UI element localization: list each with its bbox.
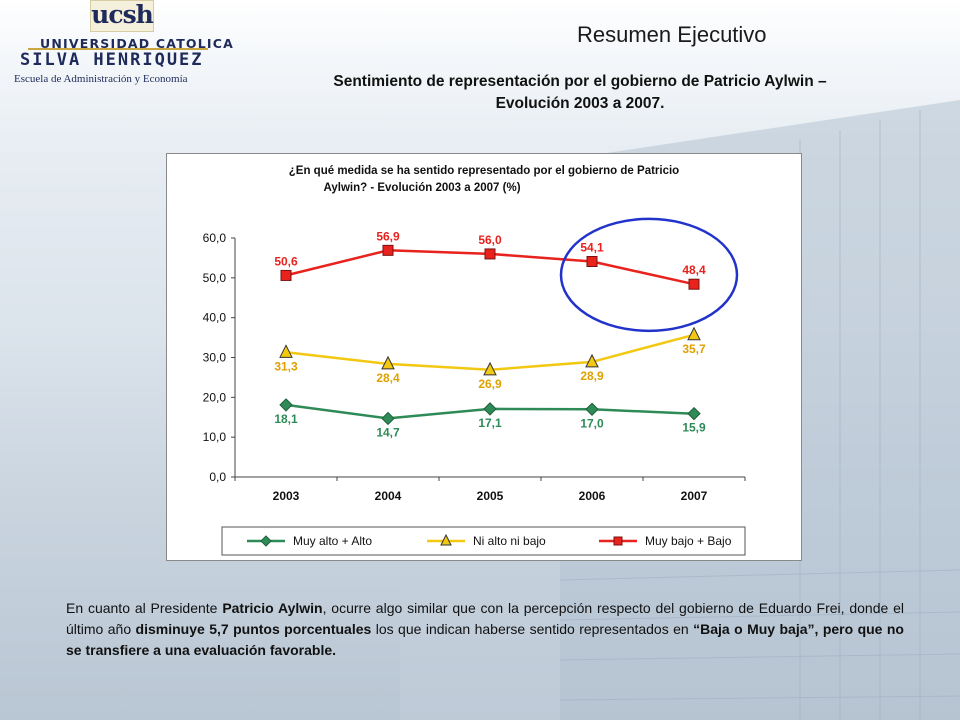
y-tick-label: 50,0 bbox=[203, 271, 227, 285]
x-tick-label: 2004 bbox=[375, 489, 402, 503]
legend-label: Muy alto + Alto bbox=[293, 534, 372, 548]
data-point-square bbox=[280, 269, 292, 281]
data-label: 28,4 bbox=[376, 371, 400, 385]
body-text-1: En cuanto al Presidente bbox=[66, 600, 223, 616]
chart-title-line-1: ¿En qué medida se ha sentido representad… bbox=[289, 165, 679, 177]
legend-marker-square bbox=[613, 536, 623, 546]
data-label: 18,1 bbox=[274, 412, 298, 426]
data-label: 28,9 bbox=[580, 369, 604, 383]
body-text-president: Patricio Aylwin bbox=[222, 600, 323, 616]
data-point-square bbox=[484, 248, 496, 260]
data-label: 54,1 bbox=[580, 241, 604, 255]
x-tick-label: 2006 bbox=[579, 489, 606, 503]
legend-label: Muy bajo + Bajo bbox=[645, 534, 732, 548]
logo-ucsh-badge: ucsh bbox=[90, 0, 154, 32]
y-tick-label: 60,0 bbox=[203, 231, 227, 245]
body-text-3: los que indican haberse sentido represen… bbox=[371, 621, 694, 637]
data-label: 17,1 bbox=[478, 416, 502, 430]
legend-marker-triangle bbox=[440, 533, 452, 546]
data-label: 14,7 bbox=[376, 425, 400, 439]
data-label: 48,4 bbox=[682, 263, 706, 277]
data-label: 56,9 bbox=[376, 229, 400, 243]
x-tick-label: 2005 bbox=[477, 489, 504, 503]
data-point-diamond bbox=[687, 406, 701, 421]
slide-subtitle: Sentimiento de representación por el gob… bbox=[300, 71, 860, 115]
line-chart: ¿En qué medida se ha sentido representad… bbox=[203, 165, 746, 556]
data-point-diamond bbox=[279, 398, 293, 412]
logo-name-text: SILVA HENRIQUEZ bbox=[20, 50, 204, 70]
data-label: 17,0 bbox=[580, 416, 604, 430]
highlight-ellipse bbox=[559, 217, 739, 333]
x-tick-label: 2007 bbox=[681, 489, 708, 503]
x-tick-label: 2003 bbox=[273, 489, 300, 503]
logo-university-text: UNIVERSIDAD CATOLICA bbox=[40, 36, 235, 51]
y-tick-label: 20,0 bbox=[203, 390, 227, 404]
data-point-triangle bbox=[585, 353, 599, 368]
body-text-conclusion: “Baja o Muy baja”, pero que no se transf… bbox=[66, 621, 904, 658]
logo-divider bbox=[28, 48, 208, 50]
data-point-diamond bbox=[483, 402, 497, 416]
data-point-triangle bbox=[381, 355, 395, 370]
data-label: 35,7 bbox=[682, 342, 706, 356]
data-point-square bbox=[382, 244, 394, 256]
body-paragraph: En cuanto al Presidente Patricio Aylwin,… bbox=[66, 598, 904, 661]
chart-frame: ¿En qué medida se ha sentido representad… bbox=[166, 153, 802, 561]
chart-title-line-2: Aylwin? - Evolución 2003 a 2007 (%) bbox=[323, 182, 520, 194]
data-label: 31,3 bbox=[274, 359, 298, 373]
y-tick-label: 40,0 bbox=[203, 311, 227, 325]
data-point-diamond bbox=[381, 411, 395, 426]
data-point-triangle bbox=[483, 361, 497, 376]
subtitle-line-2: Evolución 2003 a 2007. bbox=[495, 95, 665, 112]
data-point-square bbox=[688, 278, 700, 290]
y-tick-label: 0,0 bbox=[209, 470, 226, 484]
y-tick-label: 10,0 bbox=[203, 430, 227, 444]
body-text-2: , ocurre algo similar que con la percepc… bbox=[66, 600, 905, 637]
data-point-triangle bbox=[687, 326, 701, 341]
body-text-decrease: disminuye 5,7 puntos porcentuales bbox=[135, 621, 372, 637]
subtitle-line-1: Sentimiento de representación por el gob… bbox=[333, 73, 827, 90]
data-point-square bbox=[586, 256, 598, 268]
data-label: 56,0 bbox=[478, 233, 502, 247]
university-logo: ucsh UNIVERSIDAD CATOLICA SILVA HENRIQUE… bbox=[8, 0, 238, 95]
legend-marker-diamond bbox=[260, 535, 272, 547]
data-label: 26,9 bbox=[478, 377, 502, 391]
legend-box bbox=[221, 526, 746, 556]
y-tick-label: 30,0 bbox=[203, 351, 227, 365]
legend-label: Ni alto ni bajo bbox=[473, 534, 546, 548]
data-point-diamond bbox=[585, 402, 599, 416]
data-label: 15,9 bbox=[682, 421, 706, 435]
page-title: Resumen Ejecutivo bbox=[577, 22, 767, 47]
data-point-triangle bbox=[279, 344, 293, 358]
logo-school-text: Escuela de Administración y Economía bbox=[14, 73, 188, 85]
data-label: 50,6 bbox=[274, 254, 298, 268]
